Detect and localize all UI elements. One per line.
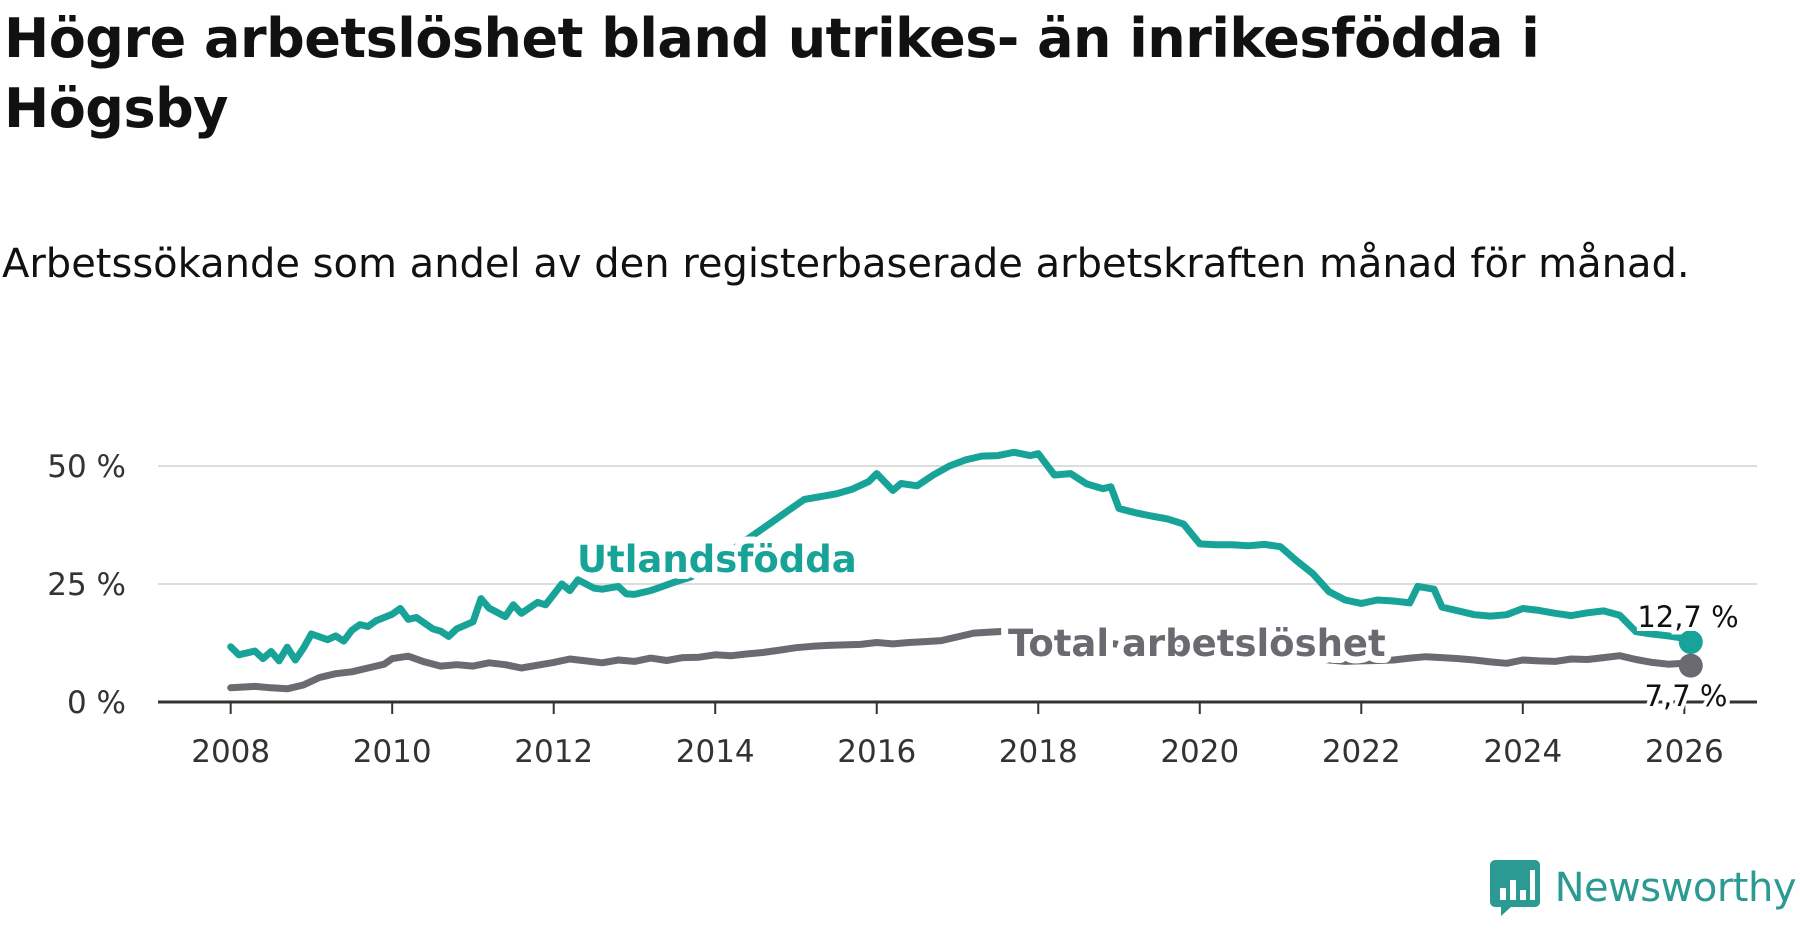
foreign-born-end-label: 12,7 % bbox=[1637, 600, 1738, 634]
y-tick-label: 25 % bbox=[47, 567, 126, 603]
end-labels: 12,7 % 7,7 % bbox=[1633, 596, 1742, 717]
total-end-label: 7,7 % bbox=[1645, 679, 1728, 713]
x-tick-label: 2008 bbox=[191, 734, 270, 770]
y-tick-label: 50 % bbox=[47, 449, 126, 485]
total-end-marker bbox=[1678, 653, 1703, 678]
x-axis: 2008 2010 2012 2014 2016 2018 2020 2022 2024 2026 bbox=[158, 700, 1757, 770]
newsworthy-logo-icon bbox=[1489, 860, 1540, 916]
gridlines bbox=[158, 465, 1757, 585]
brand-name: Newsworthy bbox=[1554, 865, 1797, 911]
y-axis: 0 % 25 % 50 % bbox=[47, 449, 126, 721]
x-tick-label: 2018 bbox=[999, 734, 1078, 770]
x-tick-label: 2012 bbox=[514, 734, 593, 770]
x-tick-label: 2014 bbox=[676, 734, 755, 770]
foreign-born-end-marker bbox=[1678, 630, 1703, 655]
x-tick-label: 2016 bbox=[837, 734, 916, 770]
total-line bbox=[227, 627, 1695, 693]
y-tick-label: 0 % bbox=[67, 685, 126, 721]
total-series-label: Total arbetslöshet bbox=[1008, 622, 1386, 665]
foreign-born-line bbox=[227, 448, 1695, 665]
total-series bbox=[227, 627, 1703, 693]
chart-subtitle: Arbetssökande som andel av den registerb… bbox=[2, 241, 1690, 287]
foreign-born-series bbox=[227, 448, 1703, 665]
x-tick-label: 2022 bbox=[1322, 734, 1401, 770]
x-tick-label: 2020 bbox=[1160, 734, 1239, 770]
x-tick-label: 2026 bbox=[1645, 734, 1724, 770]
x-tick-label: 2010 bbox=[353, 734, 432, 770]
foreign-born-series-label: Utlandsfödda bbox=[577, 538, 857, 581]
x-tick-label: 2024 bbox=[1483, 734, 1562, 770]
newsworthy-logo: Newsworthy bbox=[1489, 858, 1797, 918]
chart-title: Högre arbetslöshet bland utrikes- än inr… bbox=[4, 7, 1540, 140]
